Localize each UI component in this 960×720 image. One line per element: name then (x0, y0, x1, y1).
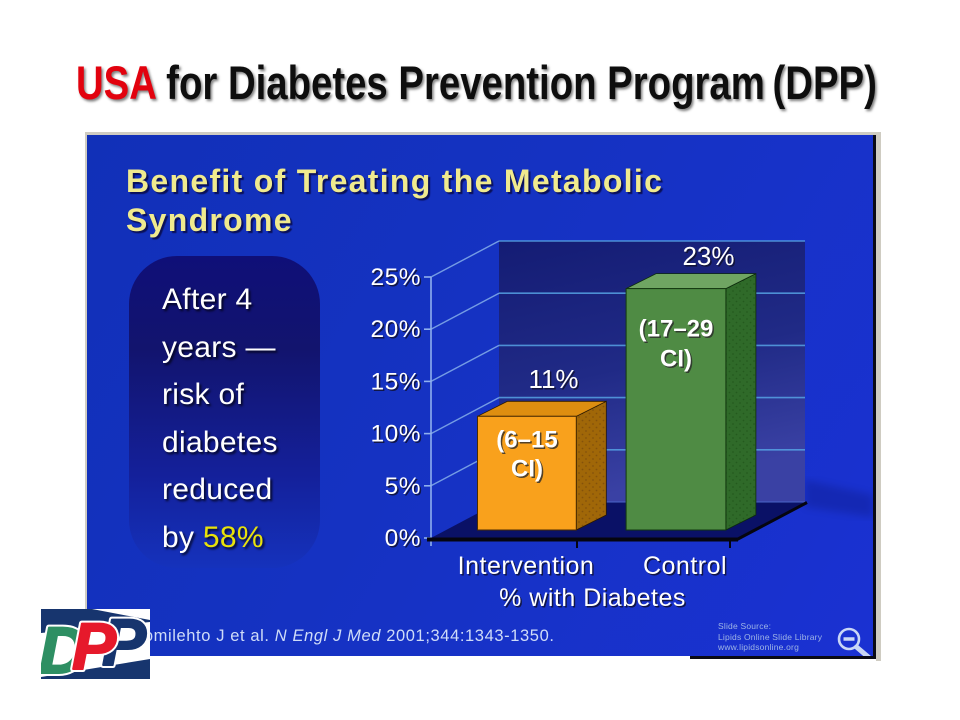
svg-text:P: P (102, 609, 147, 679)
svg-text:Control: Control (643, 552, 727, 580)
svg-text:5%: 5% (386, 474, 422, 501)
svg-text:% with Diabetes: % with Diabetes (501, 586, 688, 614)
svg-text:CI): CI) (660, 346, 692, 373)
svg-text:(17–29: (17–29 (640, 317, 715, 344)
svg-text:Control: Control (644, 554, 728, 582)
svg-text:D: D (41, 613, 87, 679)
svg-text:CI): CI) (511, 456, 543, 483)
svg-text:(6–15: (6–15 (498, 428, 559, 455)
svg-text:CI): CI) (513, 457, 545, 484)
svg-text:D: D (41, 613, 87, 679)
svg-text:20%: 20% (372, 318, 423, 345)
svg-text:0%: 0% (385, 525, 421, 552)
svg-text:(6–15: (6–15 (496, 427, 557, 454)
svg-text:5%: 5% (385, 473, 421, 500)
svg-text:P: P (72, 609, 117, 679)
svg-text:P: P (102, 609, 147, 679)
svg-text:23%: 23% (684, 243, 736, 273)
svg-text:10%: 10% (370, 421, 421, 448)
svg-text:11%: 11% (528, 364, 578, 394)
svg-text:10%: 10% (372, 422, 423, 449)
svg-text:Intervention: Intervention (458, 552, 595, 580)
svg-text:25%: 25% (372, 266, 423, 293)
svg-text:(17–29: (17–29 (639, 316, 714, 343)
svg-text:25%: 25% (370, 264, 421, 291)
svg-text:P: P (72, 609, 117, 679)
svg-text:15%: 15% (370, 368, 421, 395)
svg-text:% with Diabetes: % with Diabetes (499, 584, 686, 612)
svg-text:23%: 23% (682, 241, 734, 271)
svg-text:Intervention: Intervention (459, 554, 596, 582)
svg-text:0%: 0% (386, 527, 422, 554)
svg-text:20%: 20% (370, 316, 421, 343)
svg-text:15%: 15% (372, 370, 423, 397)
svg-text:CI): CI) (662, 347, 694, 374)
svg-text:11%: 11% (530, 366, 580, 396)
